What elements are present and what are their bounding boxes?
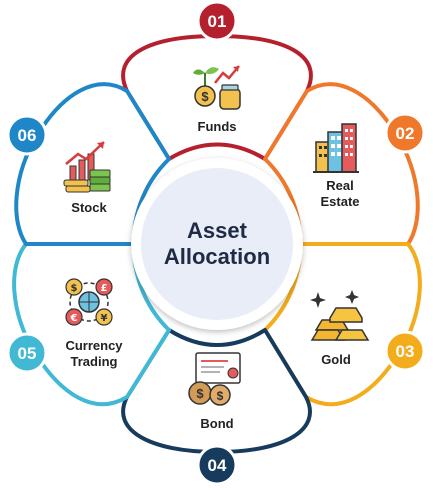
label-gold: Gold: [321, 352, 351, 367]
svg-text:$: $: [201, 89, 209, 104]
petal-currency-trading: [12, 242, 171, 407]
label-currency-trading-line1: Currency: [65, 338, 123, 353]
svg-text:€: €: [70, 313, 78, 324]
label-real-estate-line1: Real: [326, 178, 353, 193]
funds-icon: $: [193, 65, 241, 110]
svg-text:¥: ¥: [101, 313, 108, 324]
center-title-line2: Allocation: [164, 244, 270, 269]
label-real-estate-line2: Estate: [320, 194, 359, 209]
gold-bars-icon: [310, 290, 370, 341]
petal-funds: [121, 34, 313, 161]
center-title-line1: Asset: [187, 218, 248, 243]
badge-number: 02: [396, 124, 415, 143]
center-circle: [141, 168, 293, 320]
currency-exchange-icon: $ £ € ¥: [65, 278, 113, 326]
badge-number: 06: [18, 126, 37, 145]
label-bond: Bond: [200, 416, 233, 431]
bond-certificate-icon: $ $: [188, 352, 241, 406]
stock-chart-icon: [63, 141, 111, 193]
svg-text:$: $: [217, 389, 224, 403]
label-funds: Funds: [198, 119, 237, 134]
svg-text:$: $: [196, 386, 204, 401]
badge-06: 06: [6, 114, 48, 156]
badge-01: 01: [196, 0, 238, 42]
badge-04: 04: [196, 444, 238, 486]
badge-number: 01: [208, 12, 227, 31]
label-stock: Stock: [71, 200, 107, 215]
svg-text:£: £: [101, 283, 108, 294]
label-currency-trading-line2: Trading: [71, 354, 118, 369]
badge-05: 05: [6, 332, 48, 374]
svg-text:$: $: [71, 283, 78, 294]
badge-number: 05: [18, 344, 37, 363]
badge-number: 04: [208, 456, 227, 475]
badge-03: 03: [384, 330, 426, 372]
badge-number: 03: [396, 342, 415, 361]
building-icon: [313, 123, 359, 173]
badge-02: 02: [384, 112, 426, 154]
